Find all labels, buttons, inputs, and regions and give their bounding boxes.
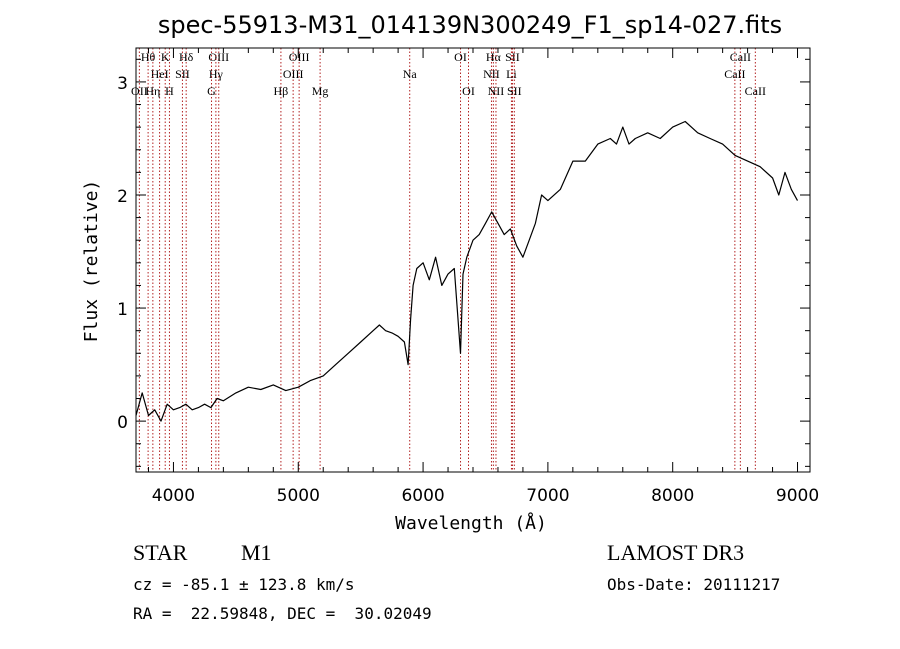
spectral-line-label: K	[161, 50, 170, 64]
spectral-line-label: OI	[462, 84, 475, 98]
chart-title: spec-55913-M31_014139N300249_F1_sp14-027…	[158, 11, 782, 39]
spectral-line-label: OIII	[289, 50, 310, 64]
spectral-line-label: Mg	[312, 84, 329, 98]
y-axis-label: Flux (relative)	[81, 180, 102, 343]
spectral-line-label: SII	[175, 67, 190, 81]
spectral-line-label: SII	[505, 50, 520, 64]
x-tick-label: 7000	[526, 486, 569, 506]
spectral-line-label: OIII	[208, 50, 229, 64]
series-line-flux	[135, 120, 799, 422]
spectral-line-label: H	[165, 84, 174, 98]
spectral-line-label: Hη	[145, 84, 160, 98]
flux-series	[135, 120, 799, 422]
spectral-line-label: NII	[483, 67, 500, 81]
spectral-line-label: Hγ	[209, 67, 224, 81]
spectral-line-label: SII	[507, 84, 522, 98]
spectral-line-label: Hα	[486, 50, 502, 64]
spectral-line-label: CaII	[745, 84, 766, 98]
x-tick-label: 6000	[401, 486, 444, 506]
y-tick-label: 2	[117, 187, 128, 207]
spectral-line-label: Li	[506, 67, 517, 81]
x-tick-label: 8000	[651, 486, 694, 506]
x-tick-label: 4000	[152, 486, 195, 506]
spectral-line-label: G	[207, 84, 216, 98]
x-tick-label: 9000	[776, 486, 819, 506]
y-tick-label: 0	[117, 413, 128, 433]
object-subclass: M1	[241, 540, 272, 565]
redshift-velocity: cz = -85.1 ± 123.8 km/s	[133, 575, 355, 594]
x-axis-label: Wavelength (Å)	[395, 512, 547, 534]
coordinates: RA = 22.59848, DEC = 30.02049	[133, 604, 432, 623]
plot-frame	[135, 47, 811, 473]
spectral-line-label: NII	[488, 84, 505, 98]
y-axis: 0 1 2 3	[117, 58, 810, 467]
object-class: STAR	[133, 540, 188, 565]
spectral-line-label: OIII	[283, 67, 304, 81]
spectral-line-label: OI	[454, 50, 467, 64]
y-tick-label: 3	[117, 74, 128, 94]
x-tick-label: 5000	[277, 486, 320, 506]
spectral-line-label: Hθ	[141, 50, 156, 64]
spectral-line-label: CaII	[730, 50, 751, 64]
observation-date: Obs-Date: 20111217	[607, 575, 780, 594]
spectral-line-label: CaII	[724, 67, 745, 81]
spectral-line-label: Na	[403, 67, 418, 81]
spectral-line-label: HeI	[151, 67, 169, 81]
spectral-line-label: OII	[131, 84, 148, 98]
survey-name: LAMOST DR3	[607, 540, 744, 565]
y-tick-label: 1	[117, 300, 128, 320]
spectral-line-label: Hδ	[179, 50, 194, 64]
x-axis: 4000 5000 6000 7000 8000 9000	[147, 48, 819, 506]
spectral-line-label: Hβ	[274, 84, 289, 98]
